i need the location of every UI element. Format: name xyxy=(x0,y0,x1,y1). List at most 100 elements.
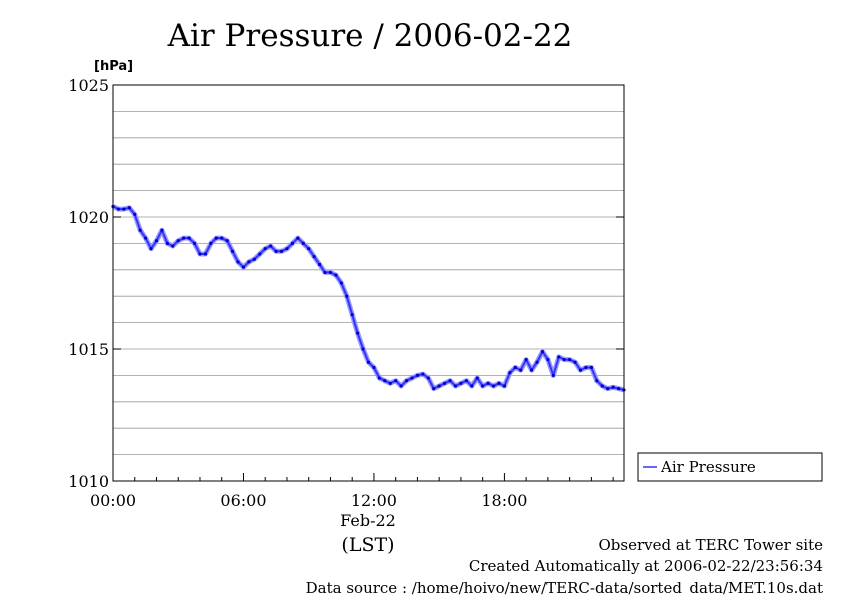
data-point xyxy=(301,241,305,245)
data-point xyxy=(160,228,164,232)
data-point xyxy=(133,212,137,216)
data-point xyxy=(307,247,311,251)
data-point xyxy=(513,365,517,370)
data-point xyxy=(323,270,327,275)
data-point xyxy=(149,247,153,251)
data-point xyxy=(578,368,583,372)
data-point xyxy=(399,384,403,388)
data-point xyxy=(388,381,392,385)
data-point xyxy=(437,384,441,388)
y-axis: 1010 1015 1020 1025 xyxy=(68,76,624,491)
data-point xyxy=(285,247,289,251)
data-point xyxy=(491,384,496,388)
data-point xyxy=(486,381,490,385)
data-point xyxy=(144,236,148,240)
data-point xyxy=(361,347,365,351)
legend: Air Pressure xyxy=(637,452,823,482)
data-point xyxy=(551,373,555,377)
data-point xyxy=(502,384,507,388)
data-point xyxy=(230,249,235,253)
data-point xyxy=(595,379,599,383)
x-axis: 00:00 06:00 12:00 18:00 xyxy=(90,473,614,510)
data-point xyxy=(274,249,278,253)
data-point xyxy=(426,376,430,380)
x-axis-date-label: Feb-22 xyxy=(340,511,396,530)
data-point xyxy=(616,387,621,391)
footer-data-source: Data source : /home/hoivo/new/TERC-data/… xyxy=(306,579,823,595)
data-point xyxy=(546,357,550,362)
data-point xyxy=(448,379,452,383)
data-point xyxy=(589,365,593,370)
data-point xyxy=(317,262,322,267)
data-point xyxy=(290,241,294,245)
data-point xyxy=(209,241,213,245)
data-point xyxy=(296,236,300,240)
data-point xyxy=(182,236,186,240)
chart-title: Air Pressure / 2006-02-22 xyxy=(167,18,573,54)
data-point xyxy=(165,241,169,245)
data-point xyxy=(198,252,202,256)
data-point xyxy=(519,368,523,372)
data-point xyxy=(214,236,218,240)
data-point xyxy=(606,387,610,391)
legend-label: Air Pressure xyxy=(660,458,756,476)
y-axis-unit-label: [hPa] xyxy=(94,59,133,74)
data-point xyxy=(154,239,159,243)
x-tick-label: 18:00 xyxy=(481,491,527,510)
data-point xyxy=(584,365,588,370)
data-point xyxy=(328,270,333,275)
grid-lines xyxy=(113,111,624,456)
x-tick-label: 06:00 xyxy=(220,491,266,510)
data-point xyxy=(557,355,561,359)
data-point xyxy=(421,372,425,376)
legend-box xyxy=(637,452,823,482)
x-tick-label: 00:00 xyxy=(90,491,136,510)
data-point xyxy=(372,365,376,370)
data-point xyxy=(524,357,528,362)
data-point xyxy=(394,379,398,383)
data-point xyxy=(269,244,273,248)
data-point xyxy=(350,313,354,317)
data-point xyxy=(122,207,126,211)
data-point xyxy=(475,376,479,380)
data-point xyxy=(356,331,360,335)
data-point xyxy=(241,265,246,269)
data-point xyxy=(464,379,468,383)
data-point xyxy=(453,384,458,388)
data-point xyxy=(497,381,501,385)
plot-frame xyxy=(112,84,625,482)
data-point xyxy=(345,294,349,298)
y-tick-label: 1020 xyxy=(68,208,109,227)
data-point xyxy=(432,387,436,391)
data-point xyxy=(247,260,251,264)
data-point xyxy=(410,376,414,380)
data-point xyxy=(258,252,262,256)
data-point xyxy=(568,357,572,362)
data-point xyxy=(573,360,577,364)
data-point xyxy=(508,371,512,375)
data-point xyxy=(312,255,316,259)
y-tick-label: 1010 xyxy=(68,472,109,491)
data-point xyxy=(203,252,208,256)
data-point xyxy=(540,350,545,354)
footer-observed: Observed at TERC Tower site xyxy=(598,536,823,554)
data-point xyxy=(225,239,229,243)
data-point xyxy=(600,384,604,388)
data-point xyxy=(535,360,539,364)
series-layer xyxy=(111,204,626,393)
data-point xyxy=(383,379,387,383)
data-point xyxy=(192,241,197,245)
data-point xyxy=(263,247,267,251)
data-point xyxy=(171,244,175,248)
y-tick-label: 1015 xyxy=(68,340,109,359)
data-point xyxy=(127,206,131,210)
data-point xyxy=(220,236,224,240)
data-point xyxy=(443,381,447,385)
data-point xyxy=(611,385,615,389)
data-point xyxy=(404,379,409,383)
data-point xyxy=(339,281,343,285)
data-point xyxy=(187,236,191,240)
x-axis-timezone-label: (LST) xyxy=(341,534,394,556)
x-tick-label: 12:00 xyxy=(351,491,397,510)
